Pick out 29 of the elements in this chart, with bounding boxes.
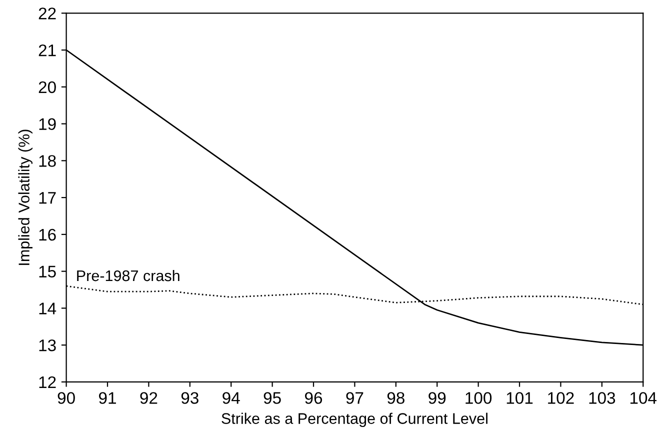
x-tick-label: 94 [222, 392, 240, 404]
x-tick-label: 92 [140, 392, 158, 404]
x-axis-title: Strike as a Percentage of Current Level [222, 412, 488, 427]
x-tick-label: 93 [181, 392, 198, 404]
y-tick-label: 15 [39, 266, 56, 278]
x-tick-label: 96 [305, 392, 322, 404]
x-tick-label: 104 [630, 392, 657, 404]
x-tick-label: 91 [99, 392, 116, 404]
y-tick-label: 21 [38, 44, 56, 56]
y-tick-label: 13 [39, 339, 56, 352]
y-tick-label: 12 [39, 376, 56, 388]
x-tick-label: 97 [346, 392, 364, 404]
x-tick-label: 101 [506, 392, 533, 404]
y-tick-label: 18 [39, 155, 56, 167]
series-label: Pre-1987 crash [77, 270, 180, 282]
x-tick-label: 100 [466, 392, 492, 404]
y-tick-label: 19 [39, 118, 56, 130]
x-tick-label: 95 [264, 392, 281, 404]
x-tick-label: 98 [387, 392, 404, 404]
y-tick-label: 22 [38, 8, 56, 20]
y-tick-label: 16 [39, 228, 56, 241]
x-tick-label: 99 [428, 392, 446, 404]
x-tick-label: 102 [548, 392, 574, 404]
x-tick-label: 103 [589, 392, 616, 404]
y-tick-label: 17 [39, 192, 56, 204]
x-tick-label: 90 [58, 392, 75, 404]
y-tick-label: 20 [38, 81, 56, 94]
y-tick-label: 14 [39, 302, 56, 314]
y-axis-title: Implied Volatility (%) [18, 130, 32, 265]
